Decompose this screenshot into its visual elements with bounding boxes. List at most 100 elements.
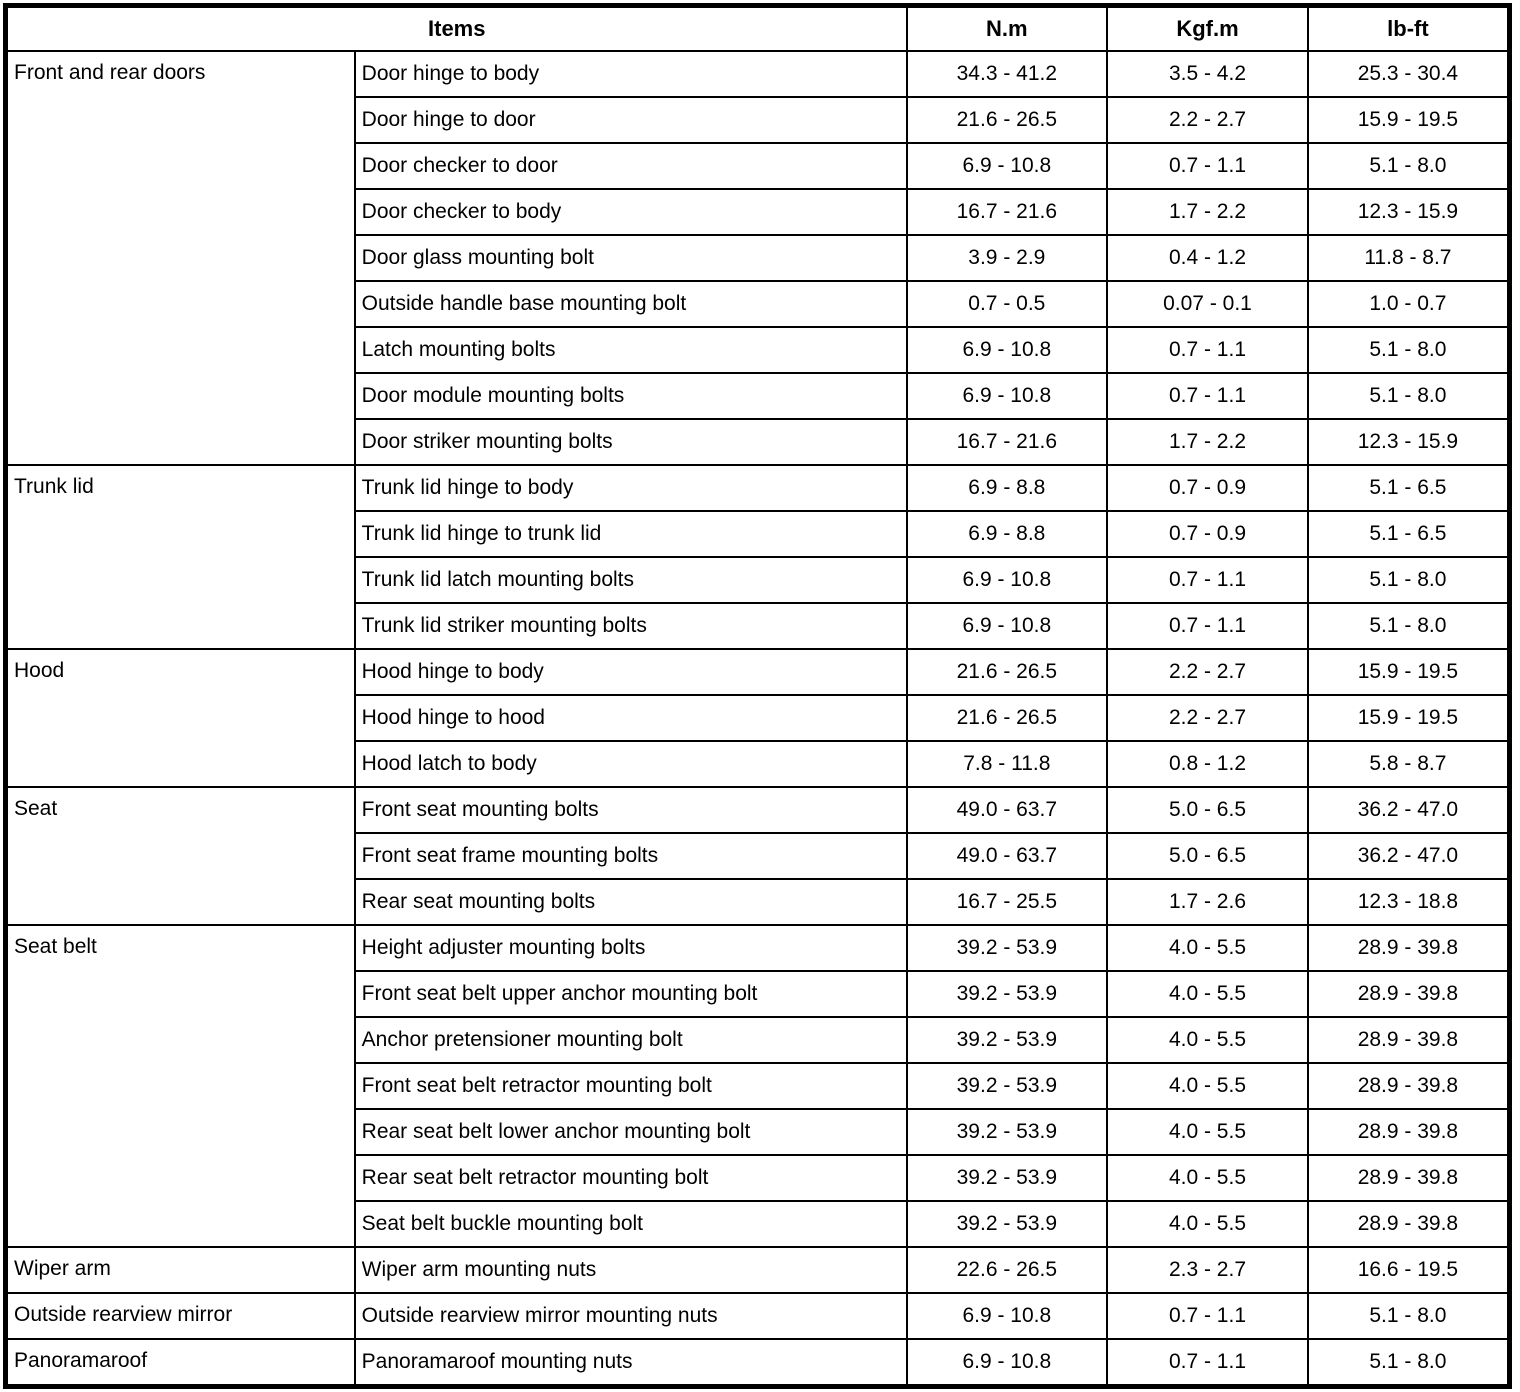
kgfm-value-cell: 0.7 - 1.1 bbox=[1106, 602, 1309, 650]
item-cell: Outside handle base mounting bolt bbox=[353, 280, 908, 328]
nm-value-cell: 21.6 - 26.5 bbox=[905, 648, 1109, 696]
kgfm-value-cell: 0.8 - 1.2 bbox=[1106, 740, 1309, 788]
category-cell: Trunk lid bbox=[4, 464, 356, 650]
kgfm-value-cell: 0.07 - 0.1 bbox=[1106, 280, 1309, 328]
lbft-value-cell: 15.9 - 19.5 bbox=[1306, 694, 1511, 742]
table-row: Seat belt Height adjuster mounting bolts 3… bbox=[4, 924, 1511, 1248]
nm-value-cell: 6.9 - 8.8 bbox=[905, 510, 1109, 558]
kgfm-value-cell: 3.5 - 4.2 bbox=[1106, 50, 1309, 98]
category-cell: Seat belt bbox=[4, 924, 356, 1248]
nm-value-cell: 49.0 - 63.7 bbox=[905, 786, 1109, 834]
table-row: Outside rearview mirror Outside rearview … bbox=[4, 1292, 1511, 1340]
nm-value-cell: 39.2 - 53.9 bbox=[905, 1016, 1109, 1064]
table-row: Hood hinge to hood 21.6 - 26.5 2.2 - 2.7 15… bbox=[6, 694, 1511, 742]
table-row: Front seat frame mounting bolts 49.0 - 63… bbox=[6, 832, 1511, 880]
table-row: Door glass mounting bolt 3.9 - 2.9 0.4 - 1… bbox=[6, 234, 1511, 282]
nm-value-cell: 6.9 - 10.8 bbox=[905, 1292, 1109, 1340]
item-cell: Front seat frame mounting bolts bbox=[353, 832, 908, 880]
kgfm-value-cell: 4.0 - 5.5 bbox=[1106, 1154, 1309, 1202]
table-row: Wiper arm Wiper arm mounting nuts 22.6 - 2… bbox=[4, 1246, 1511, 1294]
item-cell: Hood latch to body bbox=[353, 740, 908, 788]
lbft-value-cell: 28.9 - 39.8 bbox=[1306, 924, 1511, 972]
item-cell: Door glass mounting bolt bbox=[353, 234, 908, 282]
kgfm-value-cell: 2.3 - 2.7 bbox=[1106, 1246, 1309, 1294]
item-cell: Door module mounting bolts bbox=[353, 372, 908, 420]
lbft-value-cell: 5.1 - 8.0 bbox=[1306, 602, 1511, 650]
nm-value-cell: 6.9 - 10.8 bbox=[905, 1338, 1109, 1388]
lbft-value-cell: 28.9 - 39.8 bbox=[1306, 1108, 1511, 1156]
col-header-nm: N.m bbox=[905, 4, 1109, 52]
nm-value-cell: 3.9 - 2.9 bbox=[905, 234, 1109, 282]
lbft-value-cell: 1.0 - 0.7 bbox=[1306, 280, 1511, 328]
table-row: Trunk lid striker mounting bolts 6.9 - 10… bbox=[6, 602, 1511, 650]
nm-value-cell: 39.2 - 53.9 bbox=[905, 1154, 1109, 1202]
category-cell: Hood bbox=[4, 648, 356, 788]
item-cell: Seat belt buckle mounting bolt bbox=[353, 1200, 908, 1248]
kgfm-value-cell: 0.7 - 0.9 bbox=[1106, 510, 1309, 558]
nm-value-cell: 22.6 - 26.5 bbox=[905, 1246, 1109, 1294]
nm-value-cell: 39.2 - 53.9 bbox=[905, 924, 1109, 972]
nm-value-cell: 6.9 - 10.8 bbox=[905, 142, 1109, 190]
kgfm-value-cell: 5.0 - 6.5 bbox=[1106, 786, 1309, 834]
lbft-value-cell: 5.1 - 8.0 bbox=[1306, 326, 1511, 374]
nm-value-cell: 39.2 - 53.9 bbox=[905, 1062, 1109, 1110]
item-cell: Hood hinge to body bbox=[353, 648, 908, 696]
table-row: Seat belt buckle mounting bolt 39.2 - 53.… bbox=[6, 1200, 1511, 1248]
torque-spec-table: Items N.m Kgf.m lb-ft Front and rear doo… bbox=[3, 3, 1512, 1389]
col-header-kgfm: Kgf.m bbox=[1106, 4, 1309, 52]
lbft-value-cell: 5.1 - 8.0 bbox=[1306, 1338, 1511, 1388]
lbft-value-cell: 5.1 - 8.0 bbox=[1306, 1292, 1511, 1340]
nm-value-cell: 6.9 - 10.8 bbox=[905, 556, 1109, 604]
nm-value-cell: 16.7 - 21.6 bbox=[905, 418, 1109, 466]
col-header-items: Items bbox=[4, 4, 908, 52]
item-cell: Trunk lid hinge to trunk lid bbox=[353, 510, 908, 558]
kgfm-value-cell: 5.0 - 6.5 bbox=[1106, 832, 1309, 880]
lbft-value-cell: 12.3 - 18.8 bbox=[1306, 878, 1511, 926]
table-row: Trunk lid latch mounting bolts 6.9 - 10.8… bbox=[6, 556, 1511, 604]
col-header-lbft: lb-ft bbox=[1306, 4, 1511, 52]
kgfm-value-cell: 2.2 - 2.7 bbox=[1106, 694, 1309, 742]
nm-value-cell: 6.9 - 10.8 bbox=[905, 372, 1109, 420]
table-row: Front seat belt retractor mounting bolt 3… bbox=[6, 1062, 1511, 1110]
table-row: Hood latch to body 7.8 - 11.8 0.8 - 1.2 5.8… bbox=[6, 740, 1511, 788]
lbft-value-cell: 5.8 - 8.7 bbox=[1306, 740, 1511, 788]
header-row: Items N.m Kgf.m lb-ft bbox=[4, 4, 1511, 52]
lbft-value-cell: 28.9 - 39.8 bbox=[1306, 970, 1511, 1018]
item-cell: Front seat belt retractor mounting bolt bbox=[353, 1062, 908, 1110]
item-cell: Trunk lid hinge to body bbox=[353, 464, 908, 512]
item-cell: Front seat belt upper anchor mounting bo… bbox=[353, 970, 908, 1018]
lbft-value-cell: 11.8 - 8.7 bbox=[1306, 234, 1511, 282]
kgfm-value-cell: 0.7 - 1.1 bbox=[1106, 1292, 1309, 1340]
category-cell: Outside rearview mirror bbox=[4, 1292, 356, 1340]
nm-value-cell: 34.3 - 41.2 bbox=[905, 50, 1109, 98]
item-cell: Door hinge to body bbox=[353, 50, 908, 98]
item-cell: Door checker to door bbox=[353, 142, 908, 190]
item-cell: Rear seat belt lower anchor mounting bol… bbox=[353, 1108, 908, 1156]
lbft-value-cell: 25.3 - 30.4 bbox=[1306, 50, 1511, 98]
kgfm-value-cell: 0.7 - 1.1 bbox=[1106, 326, 1309, 374]
kgfm-value-cell: 2.2 - 2.7 bbox=[1106, 648, 1309, 696]
item-cell: Rear seat mounting bolts bbox=[353, 878, 908, 926]
item-cell: Rear seat belt retractor mounting bolt bbox=[353, 1154, 908, 1202]
kgfm-value-cell: 4.0 - 5.5 bbox=[1106, 1062, 1309, 1110]
table-row: Front seat belt upper anchor mounting bo… bbox=[6, 970, 1511, 1018]
lbft-value-cell: 28.9 - 39.8 bbox=[1306, 1062, 1511, 1110]
nm-value-cell: 6.9 - 10.8 bbox=[905, 326, 1109, 374]
nm-value-cell: 7.8 - 11.8 bbox=[905, 740, 1109, 788]
lbft-value-cell: 28.9 - 39.8 bbox=[1306, 1154, 1511, 1202]
table-row: Seat Front seat mounting bolts 49.0 - 63.7… bbox=[4, 786, 1511, 926]
table-row: Rear seat belt lower anchor mounting bol… bbox=[6, 1108, 1511, 1156]
table-row: Door hinge to door 21.6 - 26.5 2.2 - 2.7 15… bbox=[6, 96, 1511, 144]
lbft-value-cell: 5.1 - 8.0 bbox=[1306, 372, 1511, 420]
table-row: Trunk lid Trunk lid hinge to body 6.9 - 8.… bbox=[4, 464, 1511, 650]
kgfm-value-cell: 0.7 - 1.1 bbox=[1106, 1338, 1309, 1388]
kgfm-value-cell: 0.7 - 1.1 bbox=[1106, 556, 1309, 604]
item-cell: Height adjuster mounting bolts bbox=[353, 924, 908, 972]
item-cell: Door checker to body bbox=[353, 188, 908, 236]
table-body: Front and rear doors Door hinge to body 34… bbox=[4, 50, 1511, 1388]
kgfm-value-cell: 4.0 - 5.5 bbox=[1106, 970, 1309, 1018]
nm-value-cell: 0.7 - 0.5 bbox=[905, 280, 1109, 328]
nm-value-cell: 39.2 - 53.9 bbox=[905, 1200, 1109, 1248]
nm-value-cell: 16.7 - 25.5 bbox=[905, 878, 1109, 926]
lbft-value-cell: 16.6 - 19.5 bbox=[1306, 1246, 1511, 1294]
